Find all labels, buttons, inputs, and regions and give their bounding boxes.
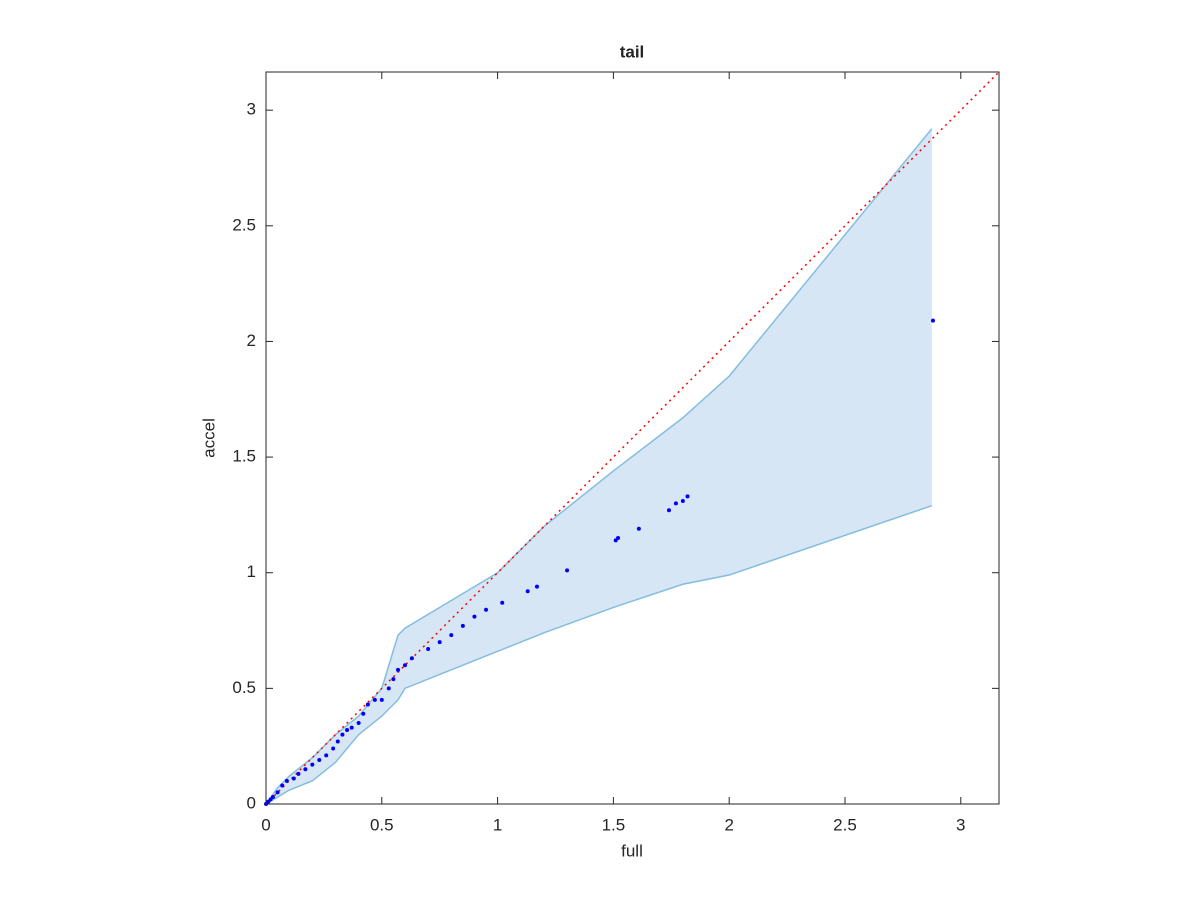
data-point — [484, 607, 489, 612]
data-point — [472, 614, 477, 619]
confidence-band — [266, 128, 932, 804]
y-tick-label: 2.5 — [232, 215, 256, 234]
data-point — [356, 721, 361, 726]
data-point — [616, 536, 621, 541]
data-point — [500, 600, 505, 605]
x-tick-label: 3 — [956, 815, 965, 834]
x-tick-label: 1 — [493, 815, 502, 834]
data-point — [340, 732, 345, 737]
data-point — [525, 589, 530, 594]
data-point — [372, 697, 377, 702]
data-point — [396, 667, 401, 672]
data-point — [324, 753, 329, 758]
data-point — [460, 623, 465, 628]
data-point — [349, 725, 354, 730]
x-tick-label: 2.5 — [833, 815, 857, 834]
data-point — [391, 677, 396, 682]
data-point — [303, 767, 308, 772]
axes-box — [265, 71, 1000, 805]
data-point — [361, 711, 366, 716]
data-point — [409, 656, 414, 661]
data-point — [365, 702, 370, 707]
data-point — [275, 790, 280, 795]
data-point — [673, 501, 678, 506]
data-point — [930, 318, 935, 323]
data-point — [335, 739, 340, 744]
data-point — [636, 526, 641, 531]
y-tick-label: 1 — [247, 562, 256, 581]
y-tick-label: 2 — [247, 331, 256, 350]
x-axis-label: full — [621, 841, 643, 860]
y-tick-label: 3 — [247, 100, 256, 119]
data-point — [284, 778, 289, 783]
data-point — [379, 697, 384, 702]
x-tick-label: 0 — [261, 815, 270, 834]
data-point — [386, 686, 391, 691]
data-point — [426, 647, 431, 652]
band-lower-line — [265, 504, 933, 805]
data-point — [317, 758, 322, 763]
x-tick-label: 0.5 — [370, 815, 394, 834]
data-point — [565, 568, 570, 573]
x-tick-label: 1.5 — [602, 815, 626, 834]
y-axis-label: accel — [199, 418, 218, 458]
data-point — [280, 783, 285, 788]
data-point — [437, 640, 442, 645]
x-tick-label: 2 — [724, 815, 733, 834]
data-point — [680, 499, 685, 504]
data-point — [449, 633, 454, 638]
data-point — [270, 795, 275, 800]
data-point — [402, 663, 407, 668]
y-tick-label: 0.5 — [232, 678, 256, 697]
data-point — [685, 494, 690, 499]
y-tick-label: 0 — [247, 793, 256, 812]
band-upper-line — [265, 128, 933, 805]
data-point — [345, 727, 350, 732]
data-point — [331, 746, 336, 751]
reference-line — [265, 71, 1000, 805]
data-point — [666, 508, 671, 513]
data-point — [296, 771, 301, 776]
data-point — [534, 584, 539, 589]
chart-title: tail — [620, 42, 645, 61]
data-point — [291, 776, 296, 781]
y-tick-label: 1.5 — [232, 447, 256, 466]
data-point — [310, 762, 315, 767]
